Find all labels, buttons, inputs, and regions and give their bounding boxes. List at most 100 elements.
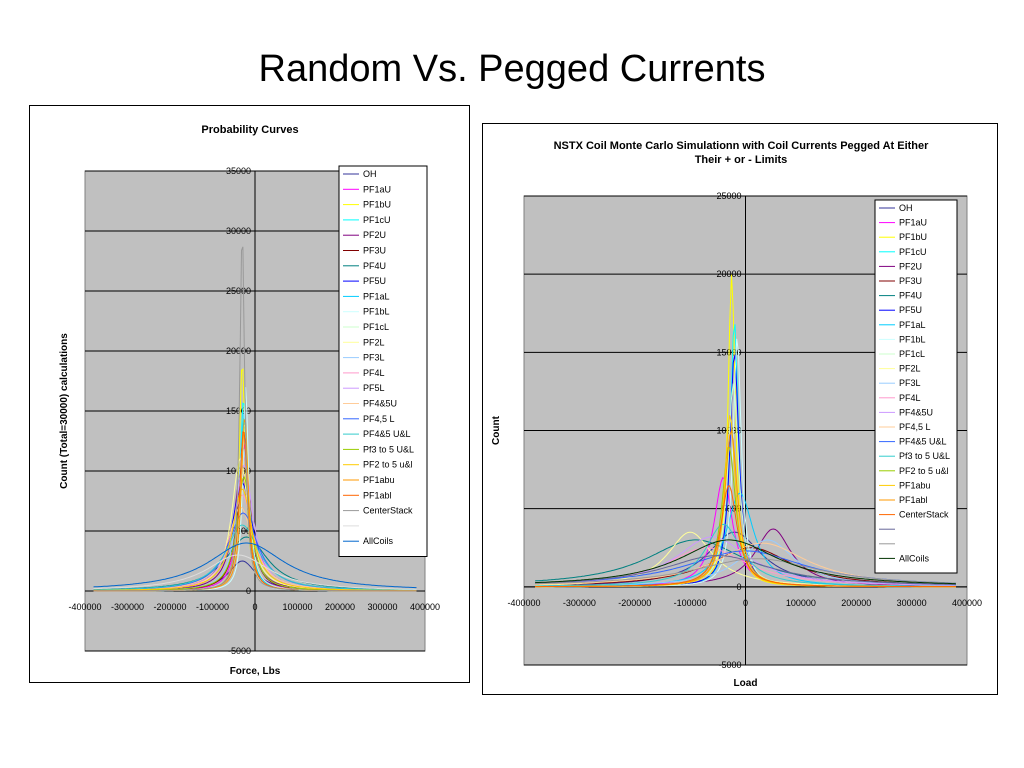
y-tick-label: 5000 [721, 504, 741, 514]
x-tick-label: 200000 [325, 602, 355, 612]
x-tick-label: 100000 [282, 602, 312, 612]
y-axis-label: Count [491, 415, 502, 445]
series-line [93, 246, 417, 592]
legend-label: PF5U [363, 276, 386, 286]
y-tick-label: -5000 [718, 660, 741, 670]
pegged-currents-svg: NSTX Coil Monte Carlo Simulationn with C… [491, 140, 982, 689]
pegged-currents-chart: NSTX Coil Monte Carlo Simulationn with C… [482, 123, 998, 695]
probability-curves-svg: Probability Curves-500005000100001500020… [59, 124, 440, 677]
legend-label: PF1abu [899, 480, 931, 490]
legend-label: PF2 to 5 u&l [899, 466, 949, 476]
x-tick-label: 400000 [410, 602, 440, 612]
x-tick-label: -100000 [674, 598, 707, 608]
legend-label: PF1aL [363, 291, 390, 301]
x-tick-label: 400000 [952, 598, 982, 608]
legend-label: PF1aL [899, 320, 926, 330]
legend-label: PF3L [899, 378, 921, 388]
x-tick-label: -400000 [68, 602, 101, 612]
y-tick-label: 15000 [226, 406, 251, 416]
legend-label: PF4&5 U&L [899, 437, 947, 447]
legend-label: AllCoils [899, 553, 930, 563]
legend-label: PF1bU [899, 232, 927, 242]
legend-label: PF1cL [363, 322, 389, 332]
series-group [93, 246, 417, 592]
y-tick-label: 30000 [226, 226, 251, 236]
probability-curves-chart: Probability Curves -5000 0 5000 10000 15000 20… [29, 105, 470, 683]
legend-label: PF1aU [899, 218, 927, 228]
legend-label: PF4U [363, 261, 386, 271]
legend [874, 199, 958, 574]
legend-label: OH [363, 169, 377, 179]
legend-label: Pf3 to 5 U&L [899, 451, 950, 461]
x-tick-label: 200000 [841, 598, 871, 608]
y-axis-label: Count (Total=30000) calculations [59, 333, 70, 489]
y-tick-label: 20000 [716, 269, 741, 279]
y-tick-label: -5000 [228, 646, 251, 656]
x-tick-label: -200000 [153, 602, 186, 612]
x-tick-label: 100000 [786, 598, 816, 608]
legend-label: PF4&5U [363, 399, 397, 409]
legend-label: PF1abl [363, 490, 392, 500]
series-line [93, 542, 417, 589]
legend-label: PF1bL [899, 334, 926, 344]
y-tick-label: 20000 [226, 346, 251, 356]
legend-label: PF4U [899, 291, 922, 301]
y-tick-label: 5000 [231, 526, 251, 536]
x-tick-label: 300000 [897, 598, 927, 608]
x-tick-label: -400000 [507, 598, 540, 608]
y-tick-label: 35000 [226, 166, 251, 176]
legend-label: PF3U [363, 246, 386, 256]
legend-label: PF4L [899, 393, 921, 403]
y-tick-label: 25000 [226, 286, 251, 296]
legend-label: Pf3 to 5 U&L [363, 444, 414, 454]
legend-label: PF1bU [363, 200, 391, 210]
legend-label: PF4,5 L [899, 422, 931, 432]
legend-label: PF5L [363, 383, 385, 393]
legend-label: PF4,5 L [363, 414, 395, 424]
y-tick-label: 25000 [716, 191, 741, 201]
chart-title: Probability Curves [201, 124, 298, 136]
legend-label: OH [899, 203, 913, 213]
legend-label: PF1abl [899, 495, 928, 505]
legend [338, 165, 428, 557]
legend-label: PF2L [899, 364, 921, 374]
chart-title: NSTX Coil Monte Carlo Simulationn with C… [554, 140, 930, 152]
legend-label: PF1cL [899, 349, 925, 359]
legend-label: PF4&5 U&L [363, 429, 411, 439]
legend-label: PF5U [899, 305, 922, 315]
legend-label: PF4L [363, 368, 385, 378]
series-line [93, 488, 417, 591]
legend-label: PF3U [899, 276, 922, 286]
chart-title: Their + or - Limits [695, 154, 788, 166]
slide-title: Random Vs. Pegged Currents [258, 48, 766, 90]
legend-label: AllCoils [363, 536, 394, 546]
x-tick-label: 0 [743, 598, 748, 608]
series-line [535, 558, 956, 585]
y-tick-label: 10000 [716, 426, 741, 436]
series-line [535, 523, 956, 587]
legend-label: CenterStack [899, 510, 949, 520]
legend-label: PF1abu [363, 475, 395, 485]
legend-label: PF2L [363, 337, 385, 347]
x-axis-label: Load [734, 678, 758, 689]
legend-label: PF1cU [363, 215, 391, 225]
series-group [535, 274, 956, 588]
x-tick-label: 0 [252, 602, 257, 612]
legend-label: PF4&5U [899, 407, 933, 417]
x-tick-label: -300000 [111, 602, 144, 612]
series-line [93, 554, 417, 590]
x-tick-label: -200000 [618, 598, 651, 608]
legend-label: CenterStack [363, 506, 413, 516]
x-tick-label: -100000 [196, 602, 229, 612]
legend-label: PF1bL [363, 307, 390, 317]
x-tick-label: -300000 [563, 598, 596, 608]
legend-label: PF1cU [899, 247, 927, 257]
series-line [535, 555, 956, 586]
x-axis-label: Force, Lbs [230, 666, 281, 677]
series-line [535, 539, 956, 585]
legend-label: PF2U [363, 230, 386, 240]
legend-label: PF1aU [363, 184, 391, 194]
legend-label: PF2U [899, 261, 922, 271]
legend-label: PF2 to 5 u&l [363, 460, 413, 470]
x-tick-label: 300000 [367, 602, 397, 612]
